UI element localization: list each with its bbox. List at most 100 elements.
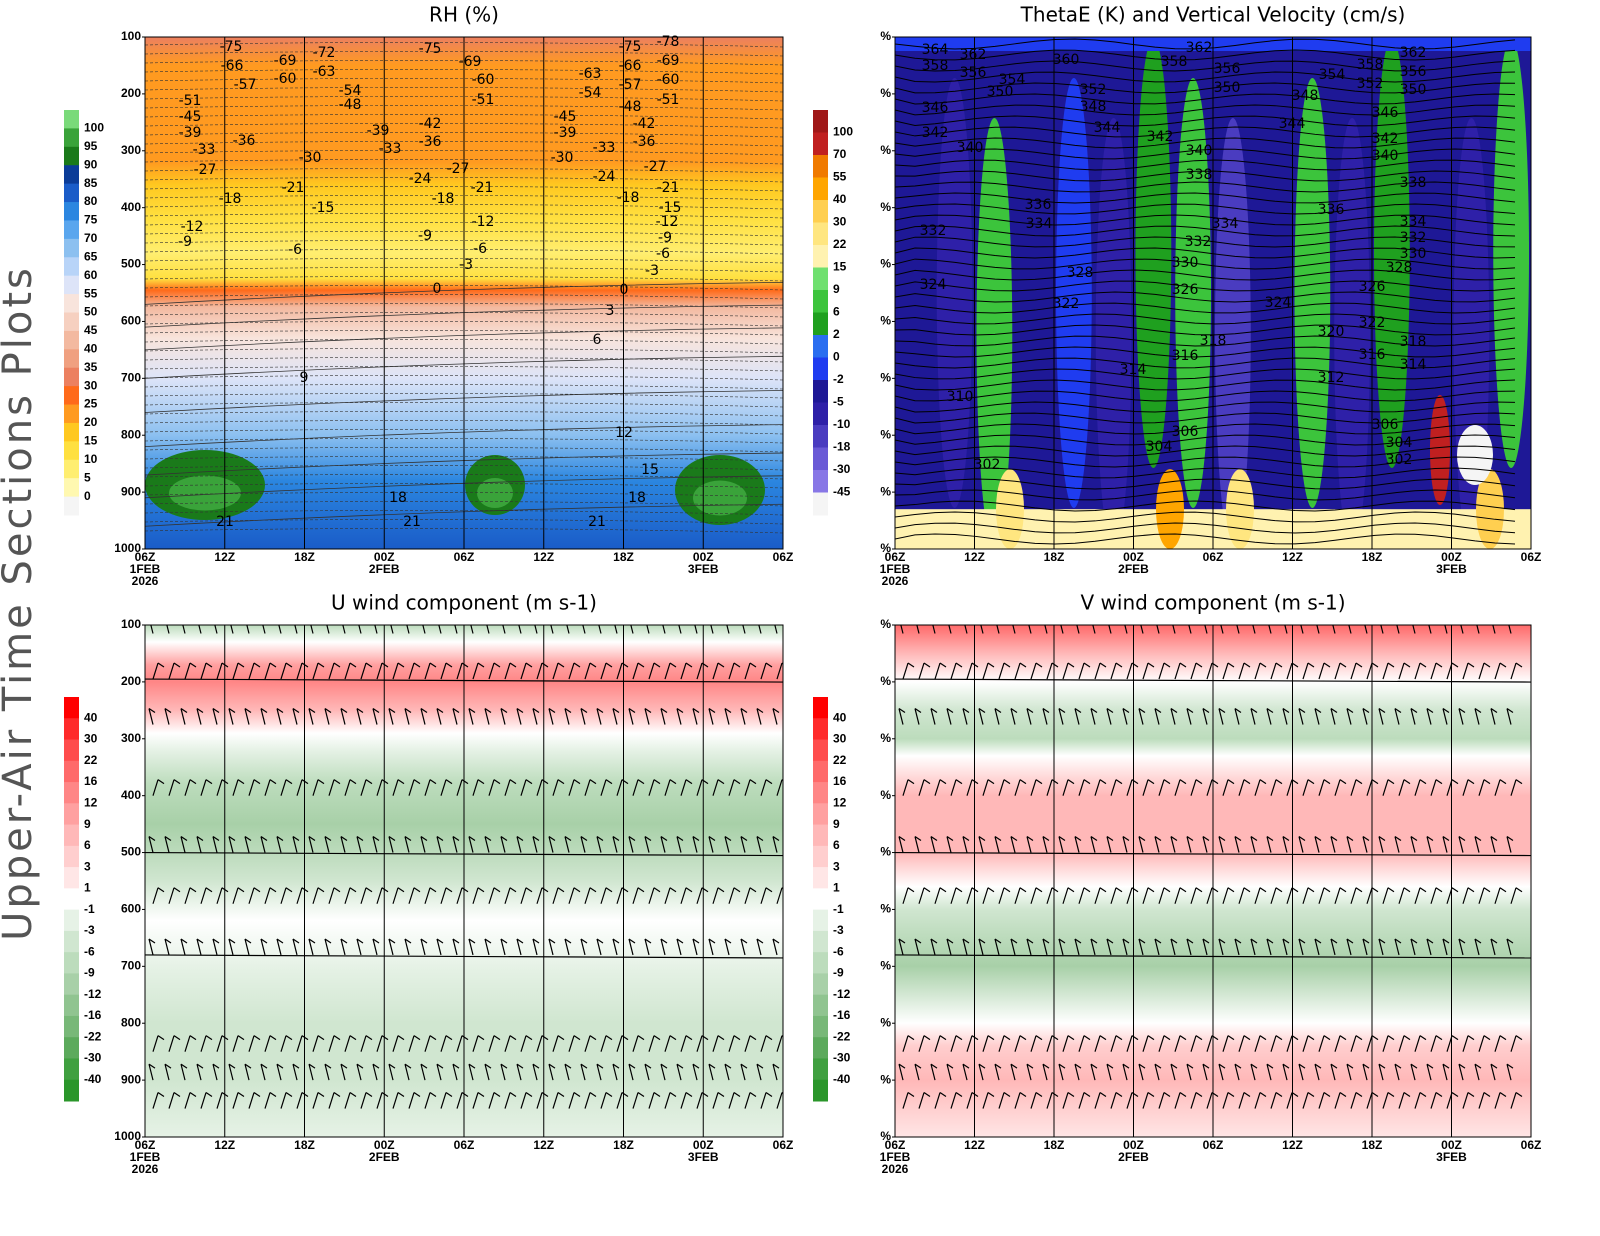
wind-barb [214,625,218,634]
wind-barb [184,887,197,904]
wind-barb [950,887,963,904]
colorbar-box [813,1015,828,1038]
contour-line [895,236,1516,248]
wind-barb [776,662,783,680]
wind-barb [1270,779,1283,796]
contour-label: -42 [419,116,442,132]
contour-label: 324 [920,277,947,293]
wind-barb [344,779,357,796]
wind-barb [488,779,501,796]
wind-barb [1078,1035,1091,1052]
colorbar-box [813,994,828,1017]
colorbar-label: 12 [833,795,847,809]
wind-barb [488,1092,501,1109]
wind-barb [1318,779,1331,796]
contour-line [895,335,1516,347]
wind-barb [532,836,540,853]
colorbar-label: 15 [833,260,847,274]
wind-barb [614,625,618,634]
wind-barb [1330,708,1338,725]
wind-barb [1010,938,1018,956]
wind-barb [392,1092,405,1109]
colorbar-box [813,402,828,426]
wind-barb [1250,836,1258,853]
wind-barb [994,836,1002,853]
colorbar-box [64,128,79,148]
colorbar-label: 100 [84,121,104,135]
wind-barb [756,836,764,853]
wind-barb [1334,887,1347,904]
wind-barb [388,836,396,853]
wind-barb [340,938,348,956]
colorbar-label: 70 [84,231,98,245]
wind-barb [946,938,954,956]
wind-barb [1282,708,1290,725]
wind-barb [424,779,437,796]
wind-barb [1094,887,1107,904]
colorbar-label: 1 [84,881,91,895]
contour-label: 302 [974,457,1001,473]
contour-label: 316 [1359,347,1386,363]
y-tick-label: 700 [121,959,141,973]
wind-barb [902,1092,915,1109]
wind-barb [212,708,220,725]
contour-line [895,511,1516,523]
contour-label: -12 [472,214,495,230]
colorbar-box [813,739,828,762]
wind-barb [1350,887,1363,904]
wind-barb [1238,887,1251,904]
wind-barb [1014,887,1027,904]
wind-barb [712,1035,725,1052]
wind-barb [280,1035,293,1052]
contour-label: -72 [313,45,336,61]
field-cell [1430,395,1450,505]
wind-barb [1026,938,1034,956]
wind-barb [1378,708,1386,725]
wind-barb [356,708,364,725]
y-tick-label: % [880,674,891,688]
colorbar-box [813,492,828,516]
wind-barb [950,662,963,680]
wind-barb [1042,708,1050,725]
wind-barb [280,779,293,796]
wind-barb [724,836,732,853]
wind-barb [408,1092,421,1109]
wind-barb [1138,1063,1146,1081]
wind-barb [612,708,620,725]
wind-barb [504,1035,517,1052]
wind-barb [1414,1035,1427,1052]
wind-barb [1302,1035,1315,1052]
wind-barb [1046,887,1059,904]
wind-barb [914,938,922,956]
wind-barb [468,836,476,853]
colorbar-box [813,1058,828,1081]
colorbar-box [813,973,828,996]
wind-barb [376,779,389,796]
wind-barb [584,1035,597,1052]
wind-barb [632,1092,645,1109]
wind-barb [1110,1092,1123,1109]
wind-barb [292,836,300,853]
y-tick-label: 700 [121,371,141,385]
colorbar-label: 1 [833,881,840,895]
wind-barb [1414,1092,1427,1109]
wind-barb [1362,708,1370,725]
wind-barb [1430,662,1443,680]
colorbar-box [64,330,79,350]
wind-barb [1460,625,1464,634]
colorbar-label: 16 [833,774,847,788]
wind-barb [280,1092,293,1109]
wind-barb [196,836,204,853]
contour-label: -57 [234,77,257,93]
contour-label: 340 [1186,143,1213,159]
wind-barb [1350,779,1363,796]
contour-label: 334 [1400,214,1427,230]
wind-barb [1122,836,1130,853]
contour-label: 336 [1025,197,1052,213]
x-tick-label: 00Z [1441,550,1462,564]
wind-barb [1414,779,1427,796]
wind-barb [1142,1035,1155,1052]
wind-barb [660,708,668,725]
wind-barb [1398,662,1411,680]
colorbar-label: 30 [833,215,847,229]
